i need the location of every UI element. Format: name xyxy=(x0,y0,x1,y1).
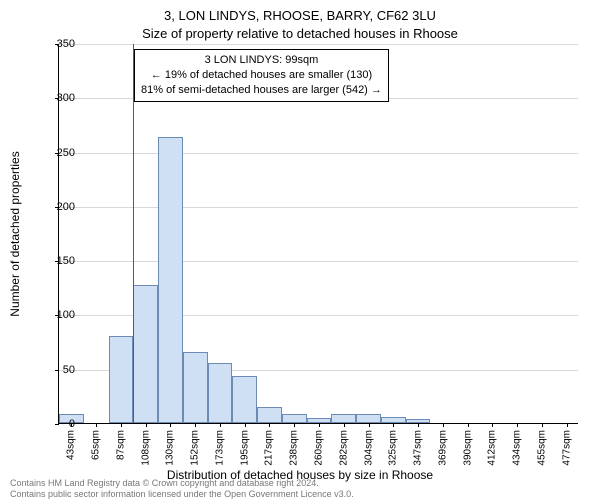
histogram-bar xyxy=(133,285,158,423)
x-tick-mark xyxy=(393,423,394,427)
x-tick-label: 65sqm xyxy=(91,430,102,460)
x-tick-mark xyxy=(492,423,493,427)
x-tick-mark xyxy=(443,423,444,427)
x-tick-mark xyxy=(269,423,270,427)
histogram-plot: 43sqm65sqm87sqm108sqm130sqm152sqm173sqm1… xyxy=(58,44,578,424)
grid-line xyxy=(59,44,578,45)
x-tick-label: 369sqm xyxy=(437,430,448,466)
x-tick-label: 108sqm xyxy=(140,430,151,466)
y-tick-label: 150 xyxy=(45,255,75,267)
histogram-bar xyxy=(109,336,134,423)
x-tick-label: 152sqm xyxy=(190,430,201,466)
x-tick-mark xyxy=(344,423,345,427)
x-tick-label: 260sqm xyxy=(314,430,325,466)
annotation-line3: 81% of semi-detached houses are larger (… xyxy=(141,83,382,98)
grid-line xyxy=(59,153,578,154)
x-tick-label: 173sqm xyxy=(214,430,225,466)
x-tick-mark xyxy=(294,423,295,427)
histogram-bar xyxy=(257,407,282,423)
x-tick-mark xyxy=(146,423,147,427)
x-tick-label: 434sqm xyxy=(512,430,523,466)
grid-line xyxy=(59,261,578,262)
footer-attribution: Contains HM Land Registry data © Crown c… xyxy=(10,478,354,500)
histogram-bar xyxy=(331,414,356,423)
x-tick-label: 130sqm xyxy=(165,430,176,466)
page-subtitle: Size of property relative to detached ho… xyxy=(0,26,600,41)
x-tick-mark xyxy=(96,423,97,427)
x-tick-label: 347sqm xyxy=(413,430,424,466)
x-tick-mark xyxy=(170,423,171,427)
y-tick-label: 350 xyxy=(45,38,75,50)
page-title: 3, LON LINDYS, RHOOSE, BARRY, CF62 3LU xyxy=(0,8,600,23)
y-tick-label: 50 xyxy=(45,364,75,376)
footer-line1: Contains HM Land Registry data © Crown c… xyxy=(10,478,354,489)
annotation-line1: 3 LON LINDYS: 99sqm xyxy=(141,53,382,68)
histogram-bar xyxy=(232,376,257,423)
histogram-bar xyxy=(208,363,233,423)
x-tick-label: 304sqm xyxy=(363,430,374,466)
y-tick-label: 100 xyxy=(45,309,75,321)
x-tick-label: 412sqm xyxy=(487,430,498,466)
x-tick-mark xyxy=(220,423,221,427)
x-tick-label: 217sqm xyxy=(264,430,275,466)
annotation-line2: ← 19% of detached houses are smaller (13… xyxy=(141,68,382,83)
x-tick-mark xyxy=(517,423,518,427)
y-tick-label: 200 xyxy=(45,201,75,213)
grid-line xyxy=(59,207,578,208)
x-tick-label: 282sqm xyxy=(338,430,349,466)
x-tick-label: 43sqm xyxy=(66,430,77,460)
x-tick-mark xyxy=(369,423,370,427)
x-tick-label: 238sqm xyxy=(289,430,300,466)
x-tick-mark xyxy=(121,423,122,427)
y-tick-label: 250 xyxy=(45,147,75,159)
x-tick-mark xyxy=(542,423,543,427)
x-tick-mark xyxy=(418,423,419,427)
y-tick-label: 300 xyxy=(45,92,75,104)
histogram-bar xyxy=(356,414,381,423)
x-tick-label: 325sqm xyxy=(388,430,399,466)
x-tick-label: 477sqm xyxy=(561,430,572,466)
y-tick-label: 0 xyxy=(45,418,75,430)
annotation-box: 3 LON LINDYS: 99sqm ← 19% of detached ho… xyxy=(134,49,389,102)
histogram-bar xyxy=(183,352,208,423)
x-tick-mark xyxy=(245,423,246,427)
x-tick-label: 390sqm xyxy=(462,430,473,466)
x-tick-mark xyxy=(567,423,568,427)
x-tick-label: 87sqm xyxy=(115,430,126,460)
histogram-bar xyxy=(158,137,183,423)
x-tick-label: 195sqm xyxy=(239,430,250,466)
x-tick-mark xyxy=(319,423,320,427)
y-axis-label: Number of detached properties xyxy=(8,69,22,234)
x-tick-mark xyxy=(468,423,469,427)
histogram-bar xyxy=(282,414,307,423)
x-tick-mark xyxy=(195,423,196,427)
footer-line2: Contains public sector information licen… xyxy=(10,489,354,500)
x-tick-label: 455sqm xyxy=(536,430,547,466)
